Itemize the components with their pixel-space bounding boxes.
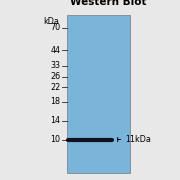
Text: 33: 33 — [50, 61, 60, 70]
Bar — [67, 15, 130, 173]
Text: kDa: kDa — [44, 17, 59, 26]
Text: 44: 44 — [50, 46, 60, 55]
Text: 11kDa: 11kDa — [125, 135, 151, 144]
Text: 70: 70 — [50, 23, 60, 32]
Text: 10: 10 — [50, 135, 60, 144]
Text: 26: 26 — [50, 72, 60, 81]
Text: 22: 22 — [50, 83, 60, 92]
Text: 18: 18 — [50, 97, 60, 106]
Text: Western Blot: Western Blot — [70, 0, 146, 7]
Text: 14: 14 — [50, 116, 60, 125]
